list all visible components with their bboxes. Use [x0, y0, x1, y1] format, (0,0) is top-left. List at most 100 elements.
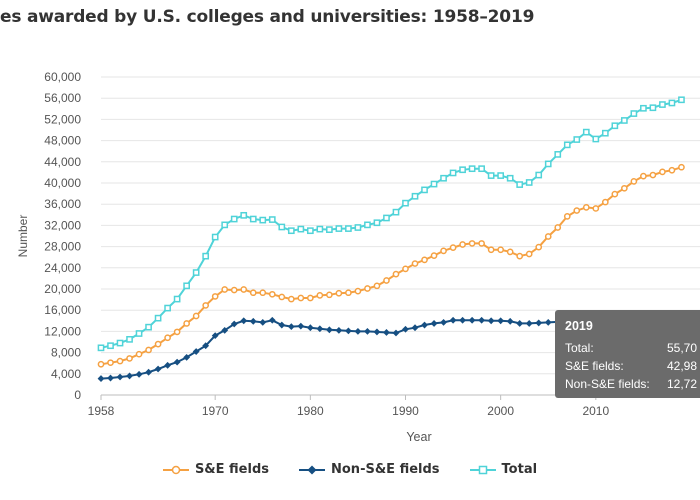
tooltip-value: 12,72	[667, 377, 698, 391]
data-point	[668, 99, 676, 107]
data-point	[164, 361, 172, 369]
data-point	[287, 295, 295, 303]
data-point	[535, 319, 543, 327]
data-point	[240, 286, 248, 293]
data-point	[268, 216, 276, 223]
x-tick-label: 1990	[392, 404, 419, 418]
data-point	[659, 101, 666, 108]
data-point	[316, 325, 324, 333]
data-point	[97, 344, 105, 352]
data-point	[478, 240, 485, 247]
y-axis-label: Number	[16, 215, 30, 258]
data-point	[487, 172, 495, 179]
y-tick-label: 56,000	[44, 91, 81, 105]
data-point	[173, 358, 181, 366]
data-point	[525, 250, 533, 258]
data-point	[145, 346, 152, 354]
data-point	[345, 225, 352, 232]
data-point	[316, 292, 324, 299]
legend-label: Non-S&E fields	[331, 462, 440, 477]
data-point	[306, 227, 314, 235]
data-point	[268, 316, 276, 324]
legend-label: Total	[501, 462, 538, 477]
data-point	[354, 287, 362, 295]
y-tick-label: 24,000	[44, 261, 81, 275]
x-tick-label: 1980	[297, 404, 324, 418]
data-point	[411, 260, 419, 267]
data-point	[678, 163, 685, 171]
legend-item-total[interactable]: Total	[469, 462, 538, 477]
y-tick-label: 12,000	[44, 324, 81, 338]
data-point	[126, 336, 133, 343]
data-point	[640, 172, 647, 180]
legend-label: S&E fields	[194, 462, 269, 477]
data-point	[592, 135, 600, 143]
data-point	[506, 174, 514, 182]
tooltip-label: Non-S&E fields:	[565, 377, 650, 391]
circle-marker-icon	[162, 465, 189, 474]
series-s-e-fields	[97, 163, 685, 368]
data-point	[183, 282, 190, 290]
data-point	[430, 252, 438, 259]
data-point	[554, 151, 562, 158]
data-point	[230, 320, 238, 328]
data-point	[402, 265, 409, 273]
data-point	[297, 225, 305, 233]
data-point	[230, 215, 238, 223]
y-tick-label: 4,000	[51, 367, 81, 381]
data-point	[383, 277, 390, 284]
x-tick-label: 2010	[582, 404, 609, 418]
tooltip-row-non-se: Non-S&E fields: 12,72	[565, 375, 700, 393]
data-point	[297, 294, 305, 302]
data-point	[221, 286, 229, 293]
data-point	[97, 375, 105, 382]
data-point	[373, 219, 381, 227]
data-point	[449, 244, 457, 252]
data-point	[402, 199, 409, 207]
y-tick-label: 52,000	[44, 112, 81, 126]
x-tick-label: 1970	[202, 404, 229, 418]
data-point	[354, 328, 362, 335]
data-point	[97, 360, 105, 368]
data-point	[211, 332, 219, 340]
square-marker-icon	[469, 465, 496, 474]
data-point	[287, 323, 295, 331]
data-point	[402, 325, 409, 333]
data-point	[573, 136, 581, 143]
data-point	[240, 211, 248, 219]
data-point	[345, 327, 352, 335]
y-tick-label: 60,000	[44, 70, 81, 84]
tooltip-year: 2019	[565, 319, 593, 333]
legend-item-se-fields[interactable]: S&E fields	[162, 462, 269, 477]
data-point	[497, 317, 505, 325]
y-tick-label: 32,000	[44, 218, 81, 232]
data-point	[630, 110, 638, 117]
data-point	[154, 365, 162, 373]
data-point	[345, 289, 352, 297]
data-point	[183, 353, 191, 361]
data-point	[221, 326, 229, 334]
data-point	[116, 339, 124, 347]
data-point	[259, 289, 267, 297]
data-point	[392, 329, 400, 337]
legend-item-non-se-fields[interactable]: Non-S&E fields	[299, 462, 440, 477]
data-point	[459, 166, 466, 174]
data-point	[468, 165, 476, 173]
data-point	[430, 180, 438, 188]
diamond-marker-icon	[299, 465, 325, 474]
data-point	[611, 122, 619, 130]
data-point	[468, 316, 476, 324]
tooltip-row-total: Total: 55,70	[565, 339, 700, 357]
data-point	[668, 166, 676, 174]
data-point	[392, 270, 400, 278]
data-point	[497, 172, 505, 179]
data-point	[516, 181, 524, 188]
data-point	[516, 320, 524, 327]
y-tick-label: 8,000	[51, 346, 81, 360]
data-point	[440, 174, 447, 182]
data-point	[173, 328, 181, 336]
data-point	[649, 171, 657, 179]
data-point	[621, 184, 628, 192]
data-point	[325, 326, 333, 334]
